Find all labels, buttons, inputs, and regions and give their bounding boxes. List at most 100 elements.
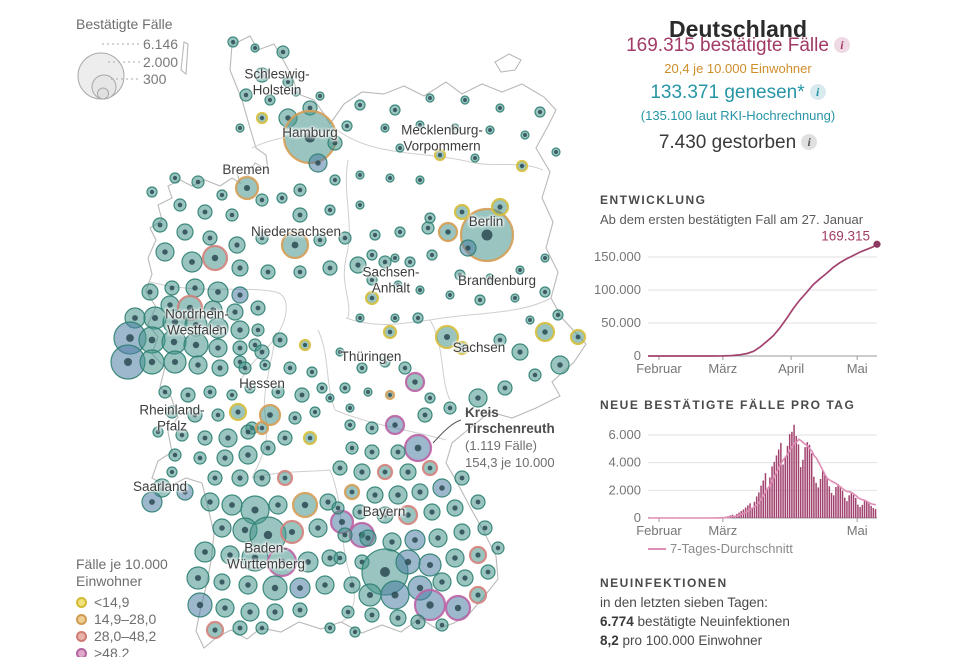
svg-text:Mai: Mai (847, 361, 868, 376)
district-bubble-core (542, 289, 548, 295)
district-bubble-core (278, 558, 286, 566)
district-bubble-core (372, 232, 378, 238)
district-bubble-core (230, 39, 236, 45)
district-bubble-core (259, 197, 265, 203)
district-bubble-core (305, 559, 311, 565)
district-bubble-core (332, 140, 338, 146)
district-bubble-core (219, 525, 225, 531)
district-bubble-core (537, 109, 543, 115)
district-bubble-core (404, 558, 412, 566)
district-bubble-core (151, 314, 159, 322)
district-bubble-core (407, 259, 413, 265)
district-bubble-core (318, 94, 322, 98)
svg-text:4.000: 4.000 (608, 455, 641, 470)
district-bubble-core (237, 292, 243, 298)
district-bubble-core (488, 276, 492, 280)
district-bubble-core (392, 422, 398, 428)
district-bubble-core (395, 449, 401, 455)
avg-line-icon (648, 548, 666, 550)
district-bubble-core (265, 269, 271, 275)
district-bubble-core (338, 518, 346, 526)
district-bubble-core (219, 579, 225, 585)
category-dot-icon (76, 647, 87, 657)
district-bubble-core (369, 252, 375, 258)
district-bubble-core (272, 609, 278, 615)
district-bubble-core (182, 229, 188, 235)
district-bubble-core (189, 259, 195, 265)
district-bubble-core (426, 601, 434, 609)
info-icon[interactable]: i (833, 37, 850, 53)
district-bubble-core (162, 389, 168, 395)
deaths-stat: 7.430 gestorben i (577, 129, 899, 156)
district-bubble-core (159, 485, 165, 491)
district-bubble-core (405, 469, 411, 475)
district-bubble-core (557, 362, 563, 368)
district-bubble-core (528, 318, 532, 322)
district-bubble-core (439, 485, 445, 491)
district-bubbles[interactable] (110, 36, 587, 640)
district-bubble-core (475, 552, 481, 558)
district-bubble-core (383, 126, 387, 130)
district-bubble-core (397, 229, 403, 235)
info-icon[interactable]: i (809, 84, 826, 100)
svg-text:0: 0 (634, 348, 641, 363)
district-bubble-core (398, 146, 402, 150)
district-bubble-core (169, 285, 175, 291)
district-bubble-core (282, 475, 288, 481)
district-bubble-core (437, 152, 443, 158)
district-bubble-core (389, 539, 395, 545)
district-bubble-core (242, 365, 248, 371)
district-bubble-core (312, 409, 318, 415)
district-bubble-core (245, 429, 251, 435)
district-bubble-core (215, 345, 221, 351)
district-bubble-core (265, 445, 271, 451)
district-bubble-core (247, 609, 253, 615)
district-bubble-core (285, 79, 291, 85)
district-bubble-core (123, 357, 133, 367)
district-bubble-core (391, 591, 399, 599)
district-bubble-core (328, 396, 332, 400)
district-bubble-core (327, 207, 333, 213)
district-bubble-core (259, 425, 265, 431)
district-bubble-core (518, 268, 522, 272)
page-title: Deutschland (668, 16, 808, 43)
district-bubble-core (327, 625, 333, 631)
district-bubble-core (382, 512, 388, 518)
color-legend-label: 28,0–48,2 (94, 628, 157, 645)
confirmed-cases-stat: 169.315 bestätigte Fälle i (577, 32, 899, 59)
district-bubble-core (342, 235, 348, 241)
district-bubble-core (182, 489, 188, 495)
district-bubble-core (482, 525, 488, 531)
avg-line-legend: 7-Tages-Durchschnitt (648, 541, 793, 556)
district-bubble-core (459, 345, 465, 351)
district-bubble-core (155, 429, 161, 435)
new-infections-rate: 8,2 pro 100.000 Einwohner (600, 633, 762, 648)
district-bubble-core (459, 529, 465, 535)
district-bubble-core (243, 92, 249, 98)
new-infections-count-label: bestätigte Neuinfektionen (633, 614, 790, 629)
district-bubble-core (369, 295, 375, 301)
district-bubble-core (342, 532, 348, 538)
district-bubble-core (447, 405, 453, 411)
development-chart-title: ENTWICKLUNG (600, 193, 707, 207)
color-legend-item: 14,9–28,0 (76, 611, 168, 628)
district-bubble-core (179, 432, 185, 438)
district-bubble-core (219, 192, 225, 198)
info-icon[interactable]: i (801, 134, 818, 150)
district-bubble-core (523, 133, 527, 137)
district-bubble-core (439, 622, 445, 628)
district-bubble-core (495, 545, 501, 551)
district-bubble-core (237, 475, 243, 481)
district-bubble-core (497, 204, 503, 210)
category-dot-icon (76, 630, 87, 642)
district-bubble-core (291, 241, 299, 249)
district-bubble-core (349, 582, 355, 588)
district-bubble-core (465, 245, 471, 251)
svg-text:0: 0 (634, 510, 641, 525)
district-bubble-core (418, 288, 422, 292)
district-bubble-core (555, 312, 561, 318)
district-bubble-core (149, 499, 155, 505)
germany-map[interactable] (0, 0, 600, 657)
